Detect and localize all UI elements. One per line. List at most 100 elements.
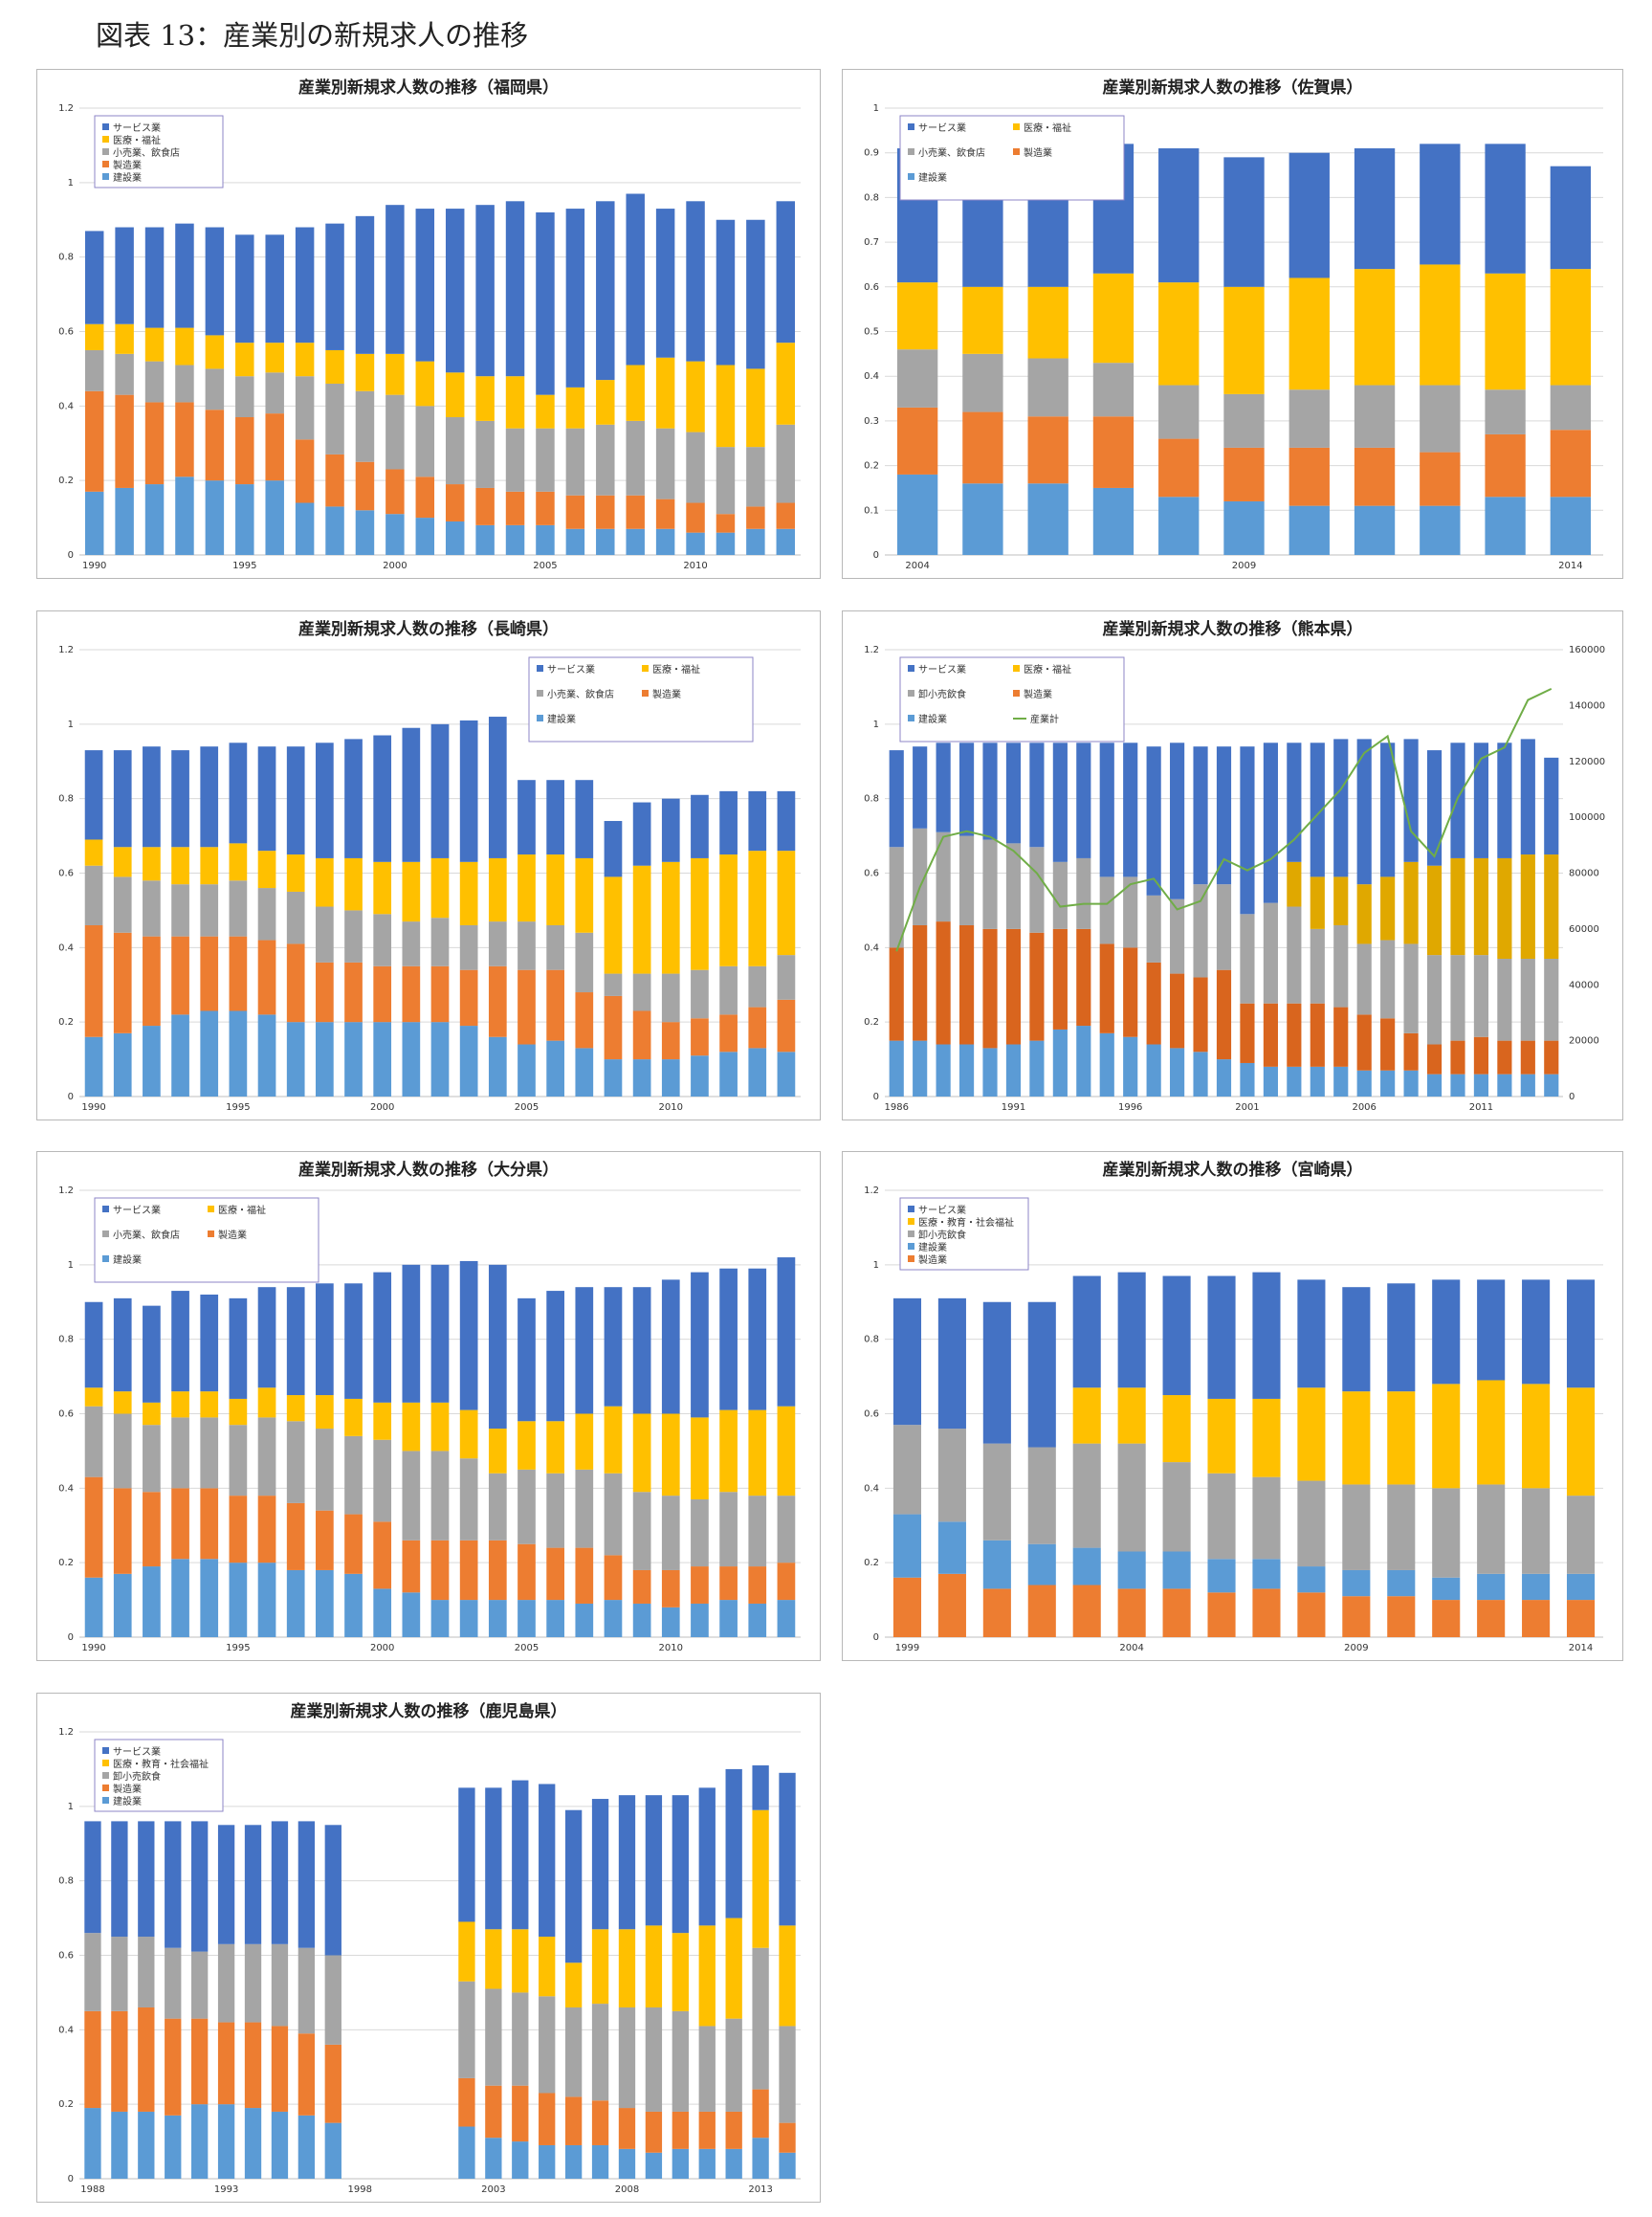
bar-segment: [344, 1022, 363, 1097]
bar-segment: [748, 1007, 767, 1049]
bar-segment: [575, 1547, 594, 1604]
bar-segment: [415, 518, 435, 555]
bar-segment: [1193, 1052, 1208, 1097]
chart-saga: 産業別新規求人数の推移（佐賀県） 0 0.1 0.2 0.3 0.4 0.5 0.6 0.7 0.…: [842, 69, 1623, 579]
bar-segment: [355, 353, 375, 391]
y-tick-label: 0.4: [864, 371, 879, 382]
y-tick-label: 0.9: [864, 148, 879, 159]
bar-segment: [257, 746, 276, 852]
bar-segment: [485, 1929, 502, 1989]
y-tick-label: 1.2: [864, 1186, 879, 1196]
bar-segment: [719, 790, 738, 855]
bar-segment: [297, 2033, 316, 2116]
bar-segment: [1052, 928, 1068, 1030]
legend-swatch: [102, 161, 109, 167]
chart-svg-oita: 産業別新規求人数の推移（大分県） 0 0.2 0.4 0.6 0.8 1 1.2 1990 199…: [58, 1160, 801, 1653]
chart-title: 産業別新規求人数の推移（大分県）: [298, 1160, 559, 1180]
bar-segment: [1356, 1014, 1372, 1071]
bar-segment: [618, 1795, 636, 1930]
bar-segment: [1522, 1488, 1551, 1574]
legend-swatch: [102, 1797, 109, 1804]
legend-label: 建設業: [918, 713, 947, 725]
bar-segment: [725, 1918, 742, 2019]
bar-segment: [1387, 1484, 1416, 1570]
bar-segment: [565, 387, 585, 429]
x-tick-label: 1995: [232, 561, 256, 571]
bar-segment: [982, 1443, 1011, 1541]
bar-segment: [604, 995, 623, 1060]
bar-segment: [200, 1559, 219, 1637]
bar-segment: [1029, 847, 1045, 933]
legend-label: サービス業: [918, 663, 966, 676]
bar-segment: [1207, 1559, 1236, 1593]
bar-segment: [505, 491, 525, 525]
bar-segment: [1550, 269, 1592, 386]
bar-segment: [655, 209, 675, 358]
bar-segment: [982, 1588, 1011, 1637]
bar-segment: [1052, 1029, 1068, 1097]
bar-segment: [776, 528, 796, 555]
bar-segment: [1223, 286, 1265, 394]
bar-segment: [716, 365, 736, 448]
bar-segment: [719, 1052, 738, 1097]
bar-segment: [488, 717, 507, 858]
bar-segment: [144, 327, 165, 362]
bar-segment: [459, 1260, 478, 1410]
bar-segment: [512, 1780, 529, 1930]
bar-segment: [355, 510, 375, 555]
bar-segment: [171, 1417, 189, 1489]
bar-segment: [982, 928, 998, 1049]
bar-segment: [672, 2010, 689, 2112]
bar-segment: [459, 924, 478, 970]
bar-segment: [84, 1301, 103, 1388]
legend-swatch: [1013, 665, 1020, 672]
bar-segment: [962, 411, 1003, 484]
bar-segment: [1117, 1443, 1146, 1552]
bar-segment: [1170, 973, 1185, 1049]
bar-segment: [1387, 1596, 1416, 1637]
bar-segment: [475, 376, 495, 421]
x-tick-label: 2001: [1235, 1102, 1259, 1113]
bar-segment: [982, 1540, 1011, 1589]
y2-tick-label: 80000: [1569, 869, 1599, 879]
bar-segment: [316, 1569, 334, 1637]
bar-segment: [325, 454, 344, 507]
y-tick-label: 0.6: [864, 1409, 879, 1420]
bar-segment: [645, 2006, 663, 2112]
bar-segment: [459, 861, 478, 925]
bar-segment: [1252, 1559, 1281, 1589]
bar-segment: [113, 1488, 132, 1574]
bar-segment: [777, 1496, 796, 1563]
bar-segment: [84, 349, 104, 391]
bar-segment: [1076, 857, 1091, 929]
y-tick-label: 0.1: [864, 505, 879, 516]
bar-segment: [1240, 1003, 1255, 1063]
bar-segment: [591, 1929, 609, 2005]
bar-segment: [1473, 743, 1489, 858]
bar-segment: [777, 1600, 796, 1637]
bar-segment: [415, 406, 435, 477]
bar-segment: [286, 746, 305, 855]
bar-segment: [539, 1937, 556, 1997]
bar-segment: [84, 323, 104, 350]
bar-segment: [1473, 1074, 1489, 1097]
bar-segment: [691, 1566, 709, 1604]
bar-segment: [1544, 959, 1559, 1041]
bar-segment: [1497, 1074, 1512, 1097]
bar-segment: [265, 343, 284, 373]
bar-segment: [265, 413, 284, 481]
bar-segment: [1123, 947, 1138, 1037]
bar-segment: [512, 2141, 529, 2179]
bar-segment: [84, 1406, 103, 1477]
y-tick-label: 1.2: [58, 645, 74, 655]
bar-segment: [171, 1559, 189, 1637]
bar-segment: [982, 1301, 1011, 1444]
bar-segment: [257, 851, 276, 889]
bar-segment: [143, 936, 161, 1027]
bar-segment: [143, 746, 161, 848]
bar-segment: [892, 1297, 922, 1426]
bar-segment: [575, 1287, 594, 1414]
bar-segment: [113, 1032, 132, 1097]
bar-segment: [575, 1603, 594, 1637]
bar-segment: [143, 1492, 161, 1567]
